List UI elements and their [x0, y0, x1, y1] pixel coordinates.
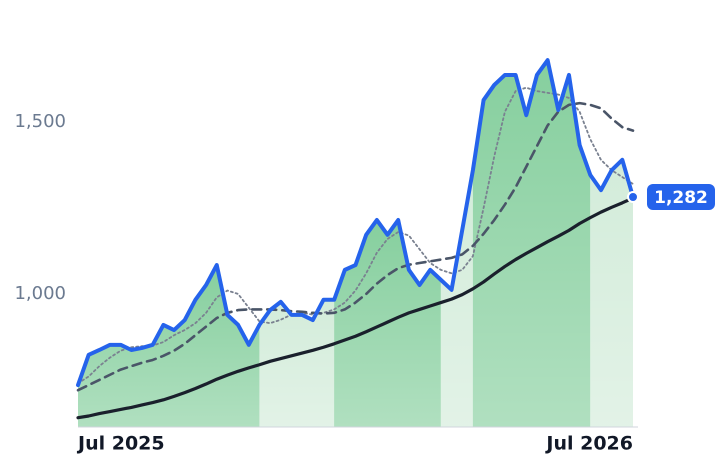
y-tick-label: 1,500: [14, 111, 66, 132]
last-point: [627, 190, 639, 203]
x-tick-label: Jul 2026: [544, 433, 633, 455]
series-line: [77, 86, 634, 385]
last-value-label: 1,282: [654, 188, 708, 208]
band-shade: [259, 299, 335, 427]
band-shade: [472, 60, 591, 427]
y-tick-label: 1,000: [14, 283, 66, 304]
series-line: [76, 101, 635, 392]
band-shade: [590, 159, 633, 427]
x-tick-label: Jul 2025: [76, 433, 165, 455]
series-line: [76, 196, 635, 420]
last-value-badge: [647, 183, 715, 210]
series-line: [76, 58, 635, 388]
band-shade: [78, 265, 260, 427]
